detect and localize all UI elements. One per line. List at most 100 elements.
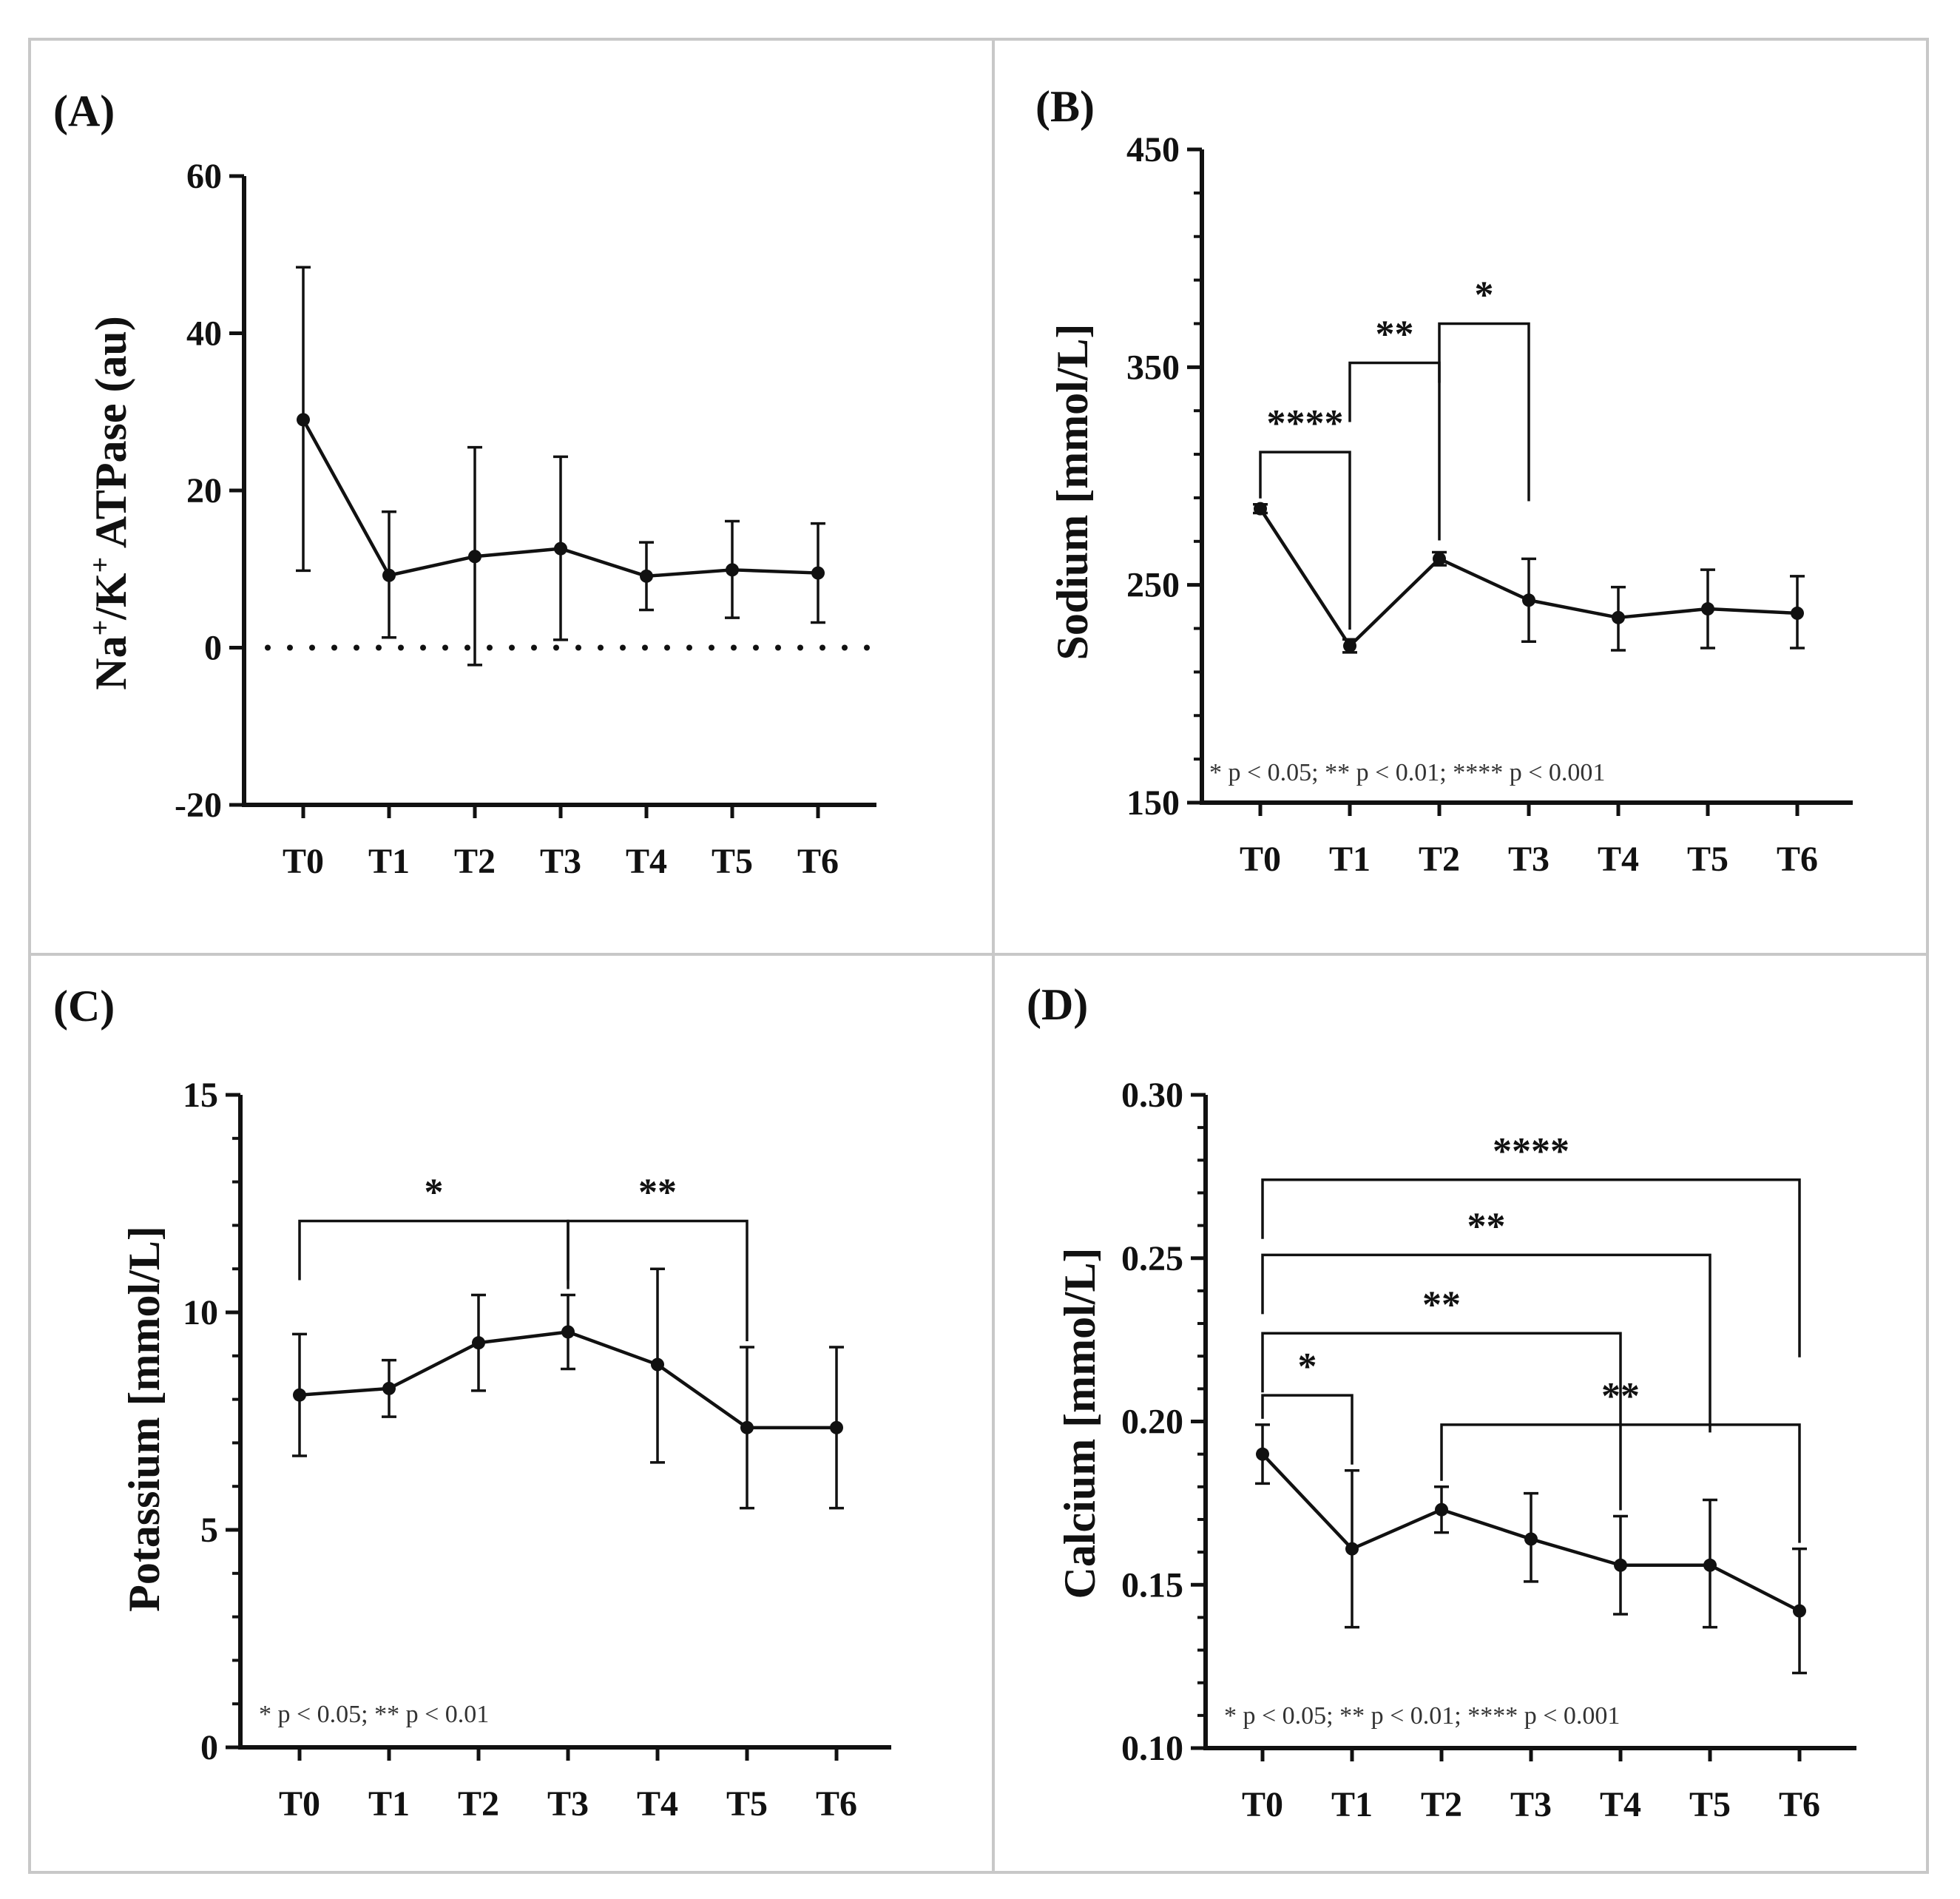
reference-dot (553, 644, 559, 651)
data-point (1701, 602, 1714, 616)
reference-dot (420, 644, 426, 651)
y-tick-label: 0.30 (1121, 1076, 1183, 1115)
x-tick-label: T0 (279, 1784, 320, 1824)
data-point (726, 563, 739, 577)
footnote-b: * p < 0.05; ** p < 0.01; **** p < 0.001 (1209, 759, 1605, 786)
reference-dot (731, 644, 737, 651)
reference-dot (531, 644, 537, 651)
significance-bracket (1438, 322, 1530, 502)
data-point (1793, 1604, 1806, 1618)
x-tick-label: T6 (816, 1784, 857, 1824)
y-tick-label: 0.15 (1121, 1565, 1183, 1605)
footnote-d: * p < 0.05; ** p < 0.01; **** p < 0.001 (1224, 1702, 1620, 1730)
significance-bracket (1348, 361, 1441, 541)
significance-label: **** (1267, 402, 1344, 445)
x-tick-label: T2 (454, 842, 496, 881)
significance-label: **** (1493, 1130, 1569, 1173)
reference-dot (331, 644, 337, 651)
reference-dot (464, 644, 470, 651)
significance-bracket (1261, 1332, 1622, 1511)
reference-dot (487, 644, 493, 651)
data-point (640, 569, 653, 583)
reference-dot (354, 644, 359, 651)
y-tick-label: 0 (200, 1728, 218, 1767)
x-tick-label: T5 (712, 842, 753, 881)
reference-dot (309, 644, 315, 651)
y-tick-label: 0.10 (1121, 1729, 1183, 1768)
data-point (554, 542, 567, 556)
x-tick-label: T3 (547, 1784, 589, 1824)
data-point (830, 1420, 843, 1434)
x-tick-label: T6 (1777, 840, 1818, 879)
y-axis-title-d: Calcium [mmol/L] (1055, 1248, 1104, 1599)
reference-dot (442, 644, 448, 651)
y-axis-title-c: Potassium [mmol/L] (120, 1226, 169, 1612)
significance-label: ** (1422, 1284, 1461, 1326)
y-axis-title-b: Sodium [mmol/L] (1048, 323, 1097, 660)
data-point (293, 1388, 306, 1402)
y-tick-label: 0.25 (1121, 1239, 1183, 1278)
data-point (740, 1420, 754, 1434)
reference-dot (398, 644, 404, 651)
x-tick-label: T1 (368, 842, 410, 881)
panel-label-a: (A) (53, 87, 115, 135)
significance-bracket (298, 1219, 570, 1289)
reference-dot (686, 644, 692, 651)
reference-dot (620, 644, 626, 651)
panel-label-c: (C) (53, 982, 115, 1031)
significance-label: * (1298, 1346, 1317, 1388)
data-point (811, 566, 825, 580)
x-tick-label: T3 (1508, 840, 1550, 879)
y-tick-label: 450 (1126, 130, 1180, 169)
significance-bracket (567, 1219, 748, 1342)
y-tick-label: 5 (200, 1511, 218, 1550)
significance-bracket (1259, 451, 1351, 630)
x-tick-label: T1 (1331, 1785, 1373, 1824)
x-tick-label: T0 (1242, 1785, 1283, 1824)
x-tick-label: T2 (458, 1784, 499, 1824)
data-point (651, 1357, 664, 1372)
plot-a: -20 0 20 40 60 T0 T1 T2 T3 T4 T5 T6 (175, 157, 876, 881)
data-point (297, 413, 310, 427)
data-point (1522, 593, 1535, 607)
reference-dot (287, 644, 293, 651)
reference-dot (775, 644, 781, 651)
data-point (1256, 1447, 1269, 1461)
y-tick-label: 0 (204, 629, 222, 668)
significance-label: * (425, 1172, 444, 1214)
y-tick-label: 40 (186, 314, 222, 354)
x-tick-label: T6 (797, 842, 839, 881)
reference-dot (376, 644, 382, 651)
data-point (1435, 1502, 1448, 1517)
reference-dot (642, 644, 648, 651)
x-tick-label: T0 (283, 842, 324, 881)
data-point (1791, 606, 1804, 620)
data-point (1612, 610, 1625, 624)
panel-label-b: (B) (1035, 82, 1095, 131)
data-point (472, 1336, 485, 1350)
data-point (1254, 502, 1267, 516)
y-tick-label: 15 (183, 1076, 218, 1115)
x-tick-label: T5 (1687, 840, 1728, 879)
y-tick-label: 150 (1126, 783, 1180, 823)
x-tick-label: T2 (1419, 840, 1460, 879)
y-tick-label: 20 (186, 471, 222, 510)
y-axis-title-a: Na+/K+ ATPase (au) (85, 316, 135, 690)
x-tick-label: T5 (1689, 1785, 1731, 1824)
data-point (1524, 1532, 1538, 1546)
data-point (1343, 639, 1356, 653)
data-point (468, 550, 481, 564)
reference-dot (709, 644, 714, 651)
reference-dot (864, 644, 870, 651)
y-tick-label: -20 (175, 786, 222, 825)
x-tick-label: T6 (1779, 1785, 1820, 1824)
y-tick-label: 350 (1126, 348, 1180, 387)
reference-dot (797, 644, 803, 651)
significance-label: ** (1601, 1375, 1640, 1417)
y-tick-label: 10 (183, 1293, 218, 1332)
significance-label: ** (1467, 1205, 1506, 1247)
data-point (561, 1325, 575, 1339)
x-tick-label: T5 (726, 1784, 768, 1824)
